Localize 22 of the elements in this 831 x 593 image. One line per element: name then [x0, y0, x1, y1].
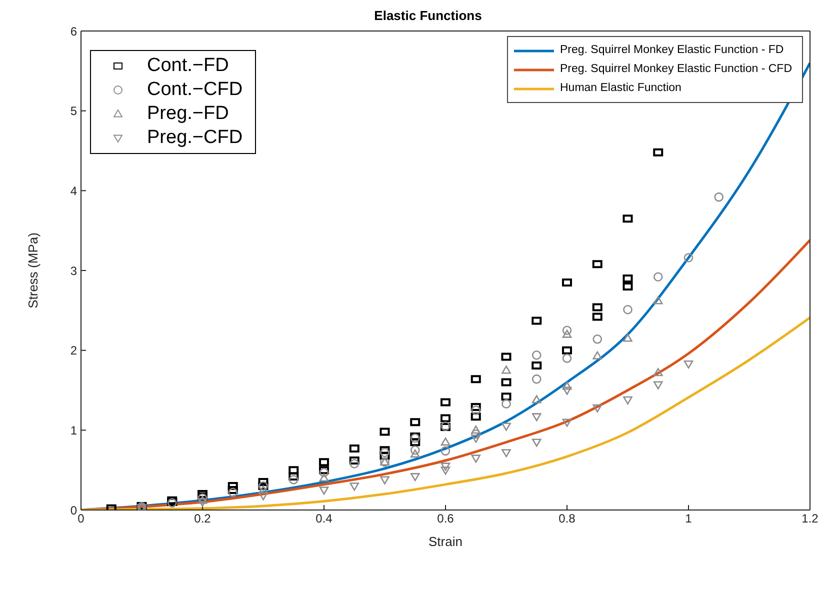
y-axis-title: Stress (MPa) [26, 232, 41, 308]
y-tick-label: 5 [70, 104, 78, 118]
legend-label: Preg.−CFD [147, 126, 243, 150]
legend-label: Human Elastic Function [560, 81, 682, 96]
y-tick-label: 2 [70, 344, 78, 358]
y-tick-label: 6 [70, 24, 78, 38]
x-tick-label: 0.6 [437, 512, 454, 526]
x-tick-label: 1.2 [802, 512, 819, 526]
x-tick-label: 0.4 [316, 512, 333, 526]
legend-label: Cont.−CFD [147, 78, 243, 102]
y-tick-label: 1 [70, 423, 78, 438]
x-tick-label: 1 [685, 512, 692, 526]
chart-title: Elastic Functions [373, 8, 483, 23]
legend-label: Preg. Squirrel Monkey Elastic Function - FD [560, 43, 784, 58]
legend-label: Cont.−FD [147, 54, 229, 78]
y-tick-label: 3 [70, 264, 78, 278]
y-tick-label: 4 [70, 184, 78, 198]
legend-label: Preg. Squirrel Monkey Elastic Function - CFD [560, 62, 792, 77]
x-tick-label: 0.2 [194, 512, 212, 526]
legend-label: Preg.−FD [147, 102, 229, 126]
x-axis-title: Strain [428, 534, 462, 549]
x-tick-label: 0.8 [558, 512, 576, 526]
